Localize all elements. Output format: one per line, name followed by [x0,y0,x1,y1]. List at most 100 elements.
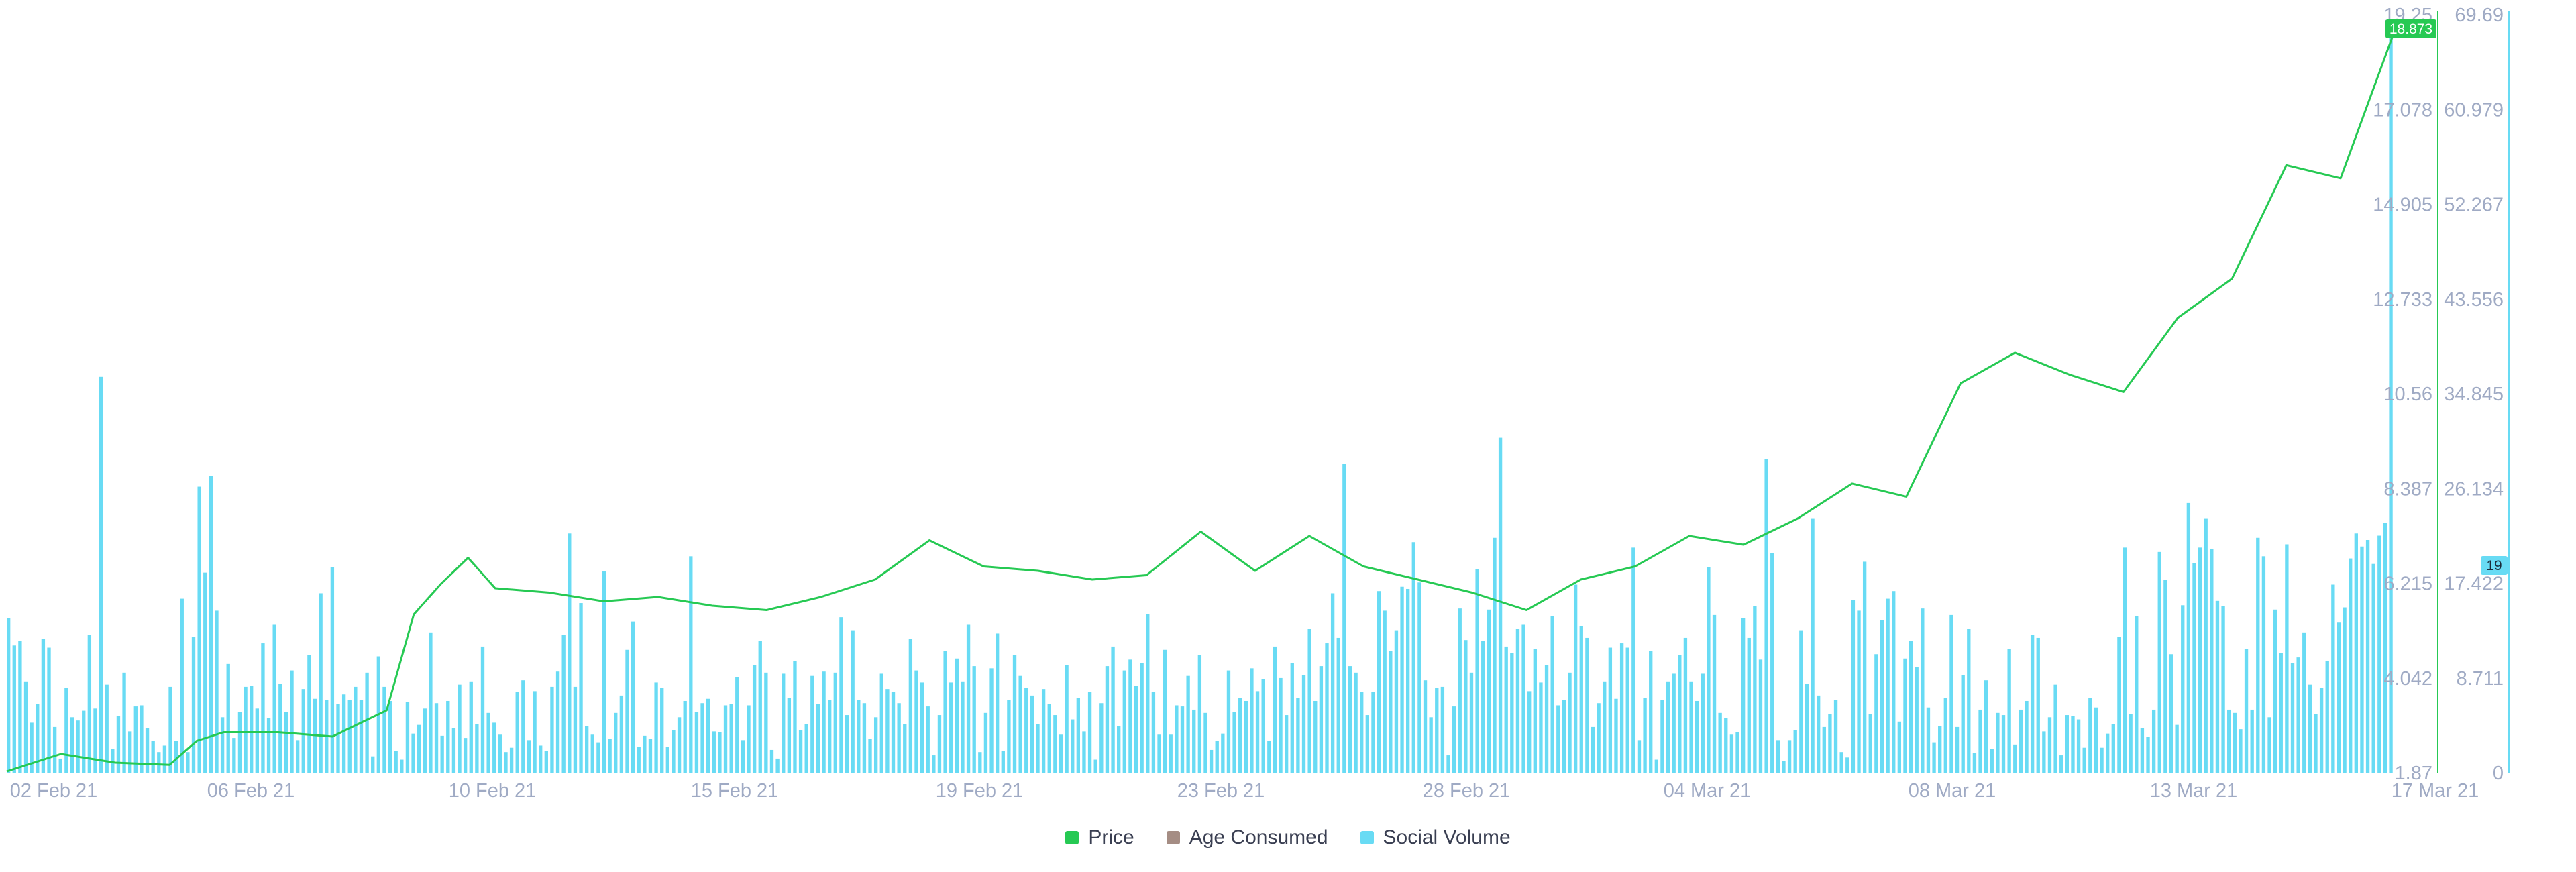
volume-bar [706,698,710,773]
volume-bar [330,567,335,773]
volume-bar [983,712,988,773]
volume-bar [76,720,80,773]
volume-bar [1568,672,1572,773]
volume-bar [1614,698,1618,773]
volume-bar [1521,624,1525,773]
volume-bar [1793,730,1797,773]
volume-bar [2117,637,2121,773]
volume-bar [1724,718,1728,773]
volume-bar [1539,682,1543,773]
volume-bar [250,686,254,773]
volume-bar [1406,588,1410,773]
volume-bar [1400,586,1404,773]
volume-bar [1678,655,1682,773]
volume-bar [1967,629,1971,773]
volume-bar [1435,688,1439,773]
price-tick-label: 10.56 [2383,384,2432,405]
volume-bar [1053,715,1057,773]
volume-bar [1464,640,1468,773]
volume-bar [1348,666,1352,773]
volume-bar [2325,660,2329,773]
volume-bar [1510,653,1514,773]
volume-bar [2100,747,2104,773]
volume-bar [492,722,496,773]
volume-bar [822,671,826,773]
volume-bar [2111,724,2115,773]
volume-bar [1458,608,1462,773]
volume-bar [920,682,924,773]
volume-bar [873,717,878,773]
volume-bar [215,610,219,773]
volume-bar [932,755,936,773]
volume-bar [845,715,849,773]
volume-bar [2256,537,2260,773]
price-axis-ticks: 19.2517.07814.90512.73310.568.3876.2154.… [2373,5,2432,784]
volume-bar [2071,716,2075,773]
volume-bar [677,717,682,773]
volume-bar [712,731,716,773]
volume-bar [1215,741,1219,773]
volume-tick-label: 26.134 [2444,478,2504,500]
volume-bar [1707,567,1711,773]
volume-bar [810,675,814,773]
legend-item-social-volume[interactable]: Social Volume [1360,826,1511,849]
price-line[interactable] [6,30,2396,773]
x-tick-label: 19 Feb 21 [936,780,1024,802]
volume-bar [1608,647,1613,773]
volume-bar [2169,654,2174,773]
volume-bar [261,643,265,773]
volume-bar [1012,655,1017,773]
volume-bar [1701,673,1705,773]
volume-bar [648,739,653,773]
x-tick-label: 23 Feb 21 [1177,780,1265,802]
volume-bar [735,677,739,773]
volume-bar [1093,759,1097,773]
volume-bar [2094,707,2098,773]
volume-bar [527,740,531,773]
volume-bar [1770,553,1774,773]
volume-bar [1284,715,1289,773]
volume-bar [943,651,947,773]
volume-bar [1874,654,1878,773]
volume-bar [174,741,178,773]
legend-item-price[interactable]: Price [1065,826,1134,849]
volume-bar [226,663,230,773]
x-tick-label: 10 Feb 21 [449,780,537,802]
volume-bar [1047,704,1051,773]
volume-bar [2273,609,2277,773]
volume-bar [857,700,861,773]
volume-bar [903,724,907,773]
volume-bar [446,700,450,773]
volume-bar [1504,646,1508,773]
volume-bar [1330,593,1335,773]
volume-bar [729,704,733,773]
volume-bar [2175,724,2179,773]
volume-bar [741,740,745,773]
volume-bar [36,704,40,773]
volume-bar [2285,544,2289,773]
volume-bar [1117,726,1121,773]
volume-bar [122,672,126,773]
volume-bar [949,682,953,773]
volume-bar [307,655,311,773]
volume-bar [41,639,46,773]
volume-bar [1643,698,1647,773]
volume-bar [1498,437,1503,773]
volume-bar [1354,672,1358,773]
volume-bar [2215,600,2220,773]
volume-bar [1377,591,1381,773]
volume-bar [544,751,548,773]
volume-bar [1301,675,1306,773]
volume-bar [660,688,664,773]
volume-bar [614,712,618,773]
volume-bar [590,734,594,773]
volume-bar [30,722,34,773]
x-tick-label: 06 Feb 21 [207,780,295,802]
volume-bar [2186,502,2191,773]
legend-item-age-consumed[interactable]: Age Consumed [1166,826,1328,849]
volume-bar [1018,675,1022,773]
volume-bar [1654,759,1658,773]
volume-bar [764,672,768,773]
volume-bar [1255,691,1260,773]
volume-bar [793,660,797,773]
